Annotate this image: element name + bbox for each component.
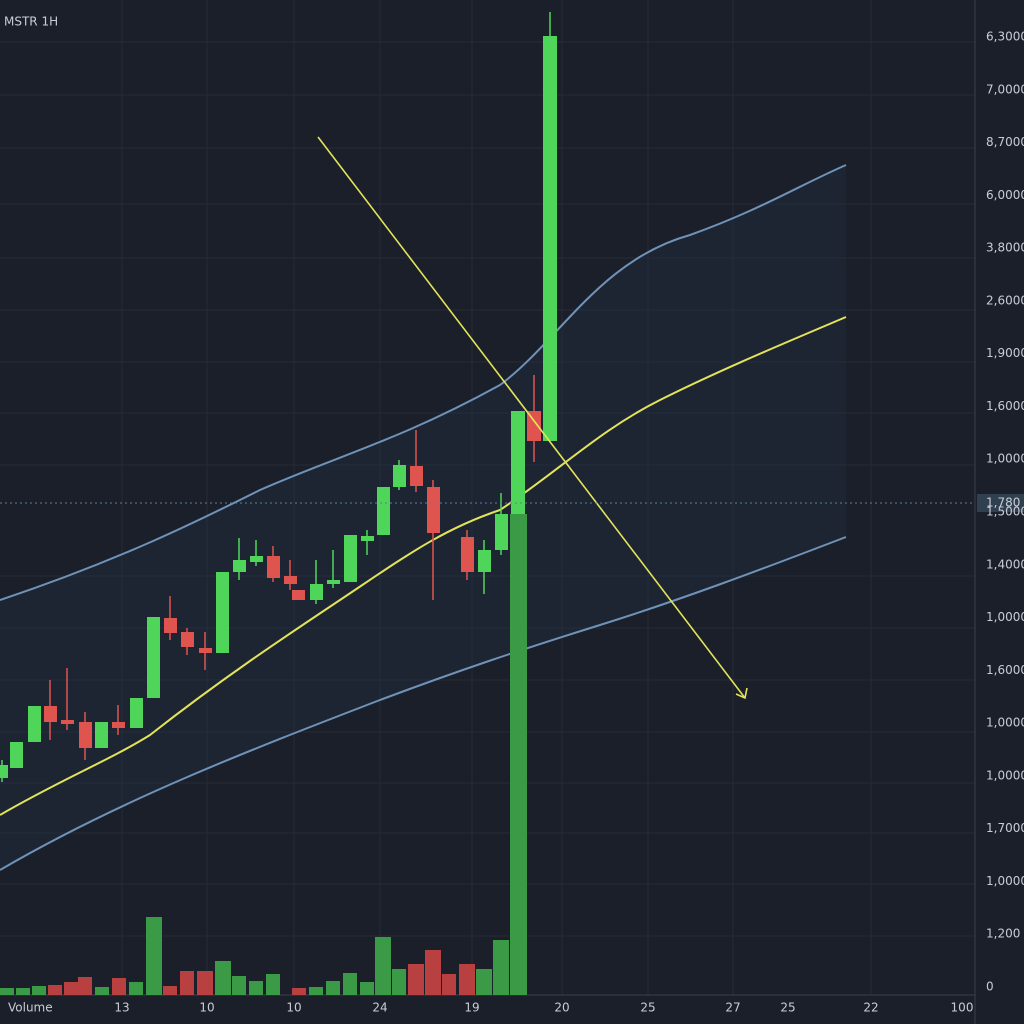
lower-band: [0, 536, 847, 871]
symbol-title: MSTR 1H: [4, 15, 58, 29]
price-label: 1,0000: [986, 452, 1024, 466]
price-label: 1,200: [986, 927, 1020, 941]
upper-band: [0, 164, 847, 601]
current-price-tag: [977, 494, 1024, 512]
price-label: 0: [986, 980, 994, 994]
price-label: 1,4000: [986, 557, 1024, 571]
price-label: 7,0000: [986, 82, 1024, 96]
price-label: 1,0000: [986, 874, 1024, 888]
time-label: 10: [286, 1001, 301, 1015]
time-label: 25: [780, 1001, 795, 1015]
time-label: 19: [464, 1001, 479, 1015]
price-label: 6,0000: [986, 188, 1024, 202]
candles: [0, 12, 557, 782]
price-label: 2,6000: [986, 293, 1024, 307]
time-label: 100: [951, 1001, 974, 1015]
current-price: 1,780: [986, 496, 1020, 510]
price-label: 1,6000: [986, 663, 1024, 677]
price-label: 1,0000: [986, 610, 1024, 624]
trend-arrow: [317, 136, 746, 699]
volume-bars: [0, 514, 527, 995]
time-label: 22: [863, 1001, 878, 1015]
volume-label: Volume: [8, 1001, 53, 1015]
arrow-head: [735, 687, 748, 700]
grid: [0, 0, 975, 995]
price-label: 1,6000: [986, 399, 1024, 413]
band-fill: [0, 165, 846, 870]
price-label: 1,9000: [986, 346, 1024, 360]
time-label: 25: [640, 1001, 655, 1015]
price-label: 3,8000: [986, 241, 1024, 255]
middle-band: [0, 316, 847, 816]
price-label: 1,5000: [986, 505, 1024, 519]
price-label: 8,7000: [986, 135, 1024, 149]
time-label: 13: [114, 1001, 129, 1015]
time-label: 20: [554, 1001, 569, 1015]
time-label: 24: [372, 1001, 387, 1015]
price-label: 1,0000: [986, 768, 1024, 782]
time-label: 10: [199, 1001, 214, 1015]
time-label: 27: [725, 1001, 740, 1015]
price-label: 6,3000: [986, 30, 1024, 44]
price-label: 1,7000: [986, 821, 1024, 835]
price-label: 1,0000: [986, 716, 1024, 730]
